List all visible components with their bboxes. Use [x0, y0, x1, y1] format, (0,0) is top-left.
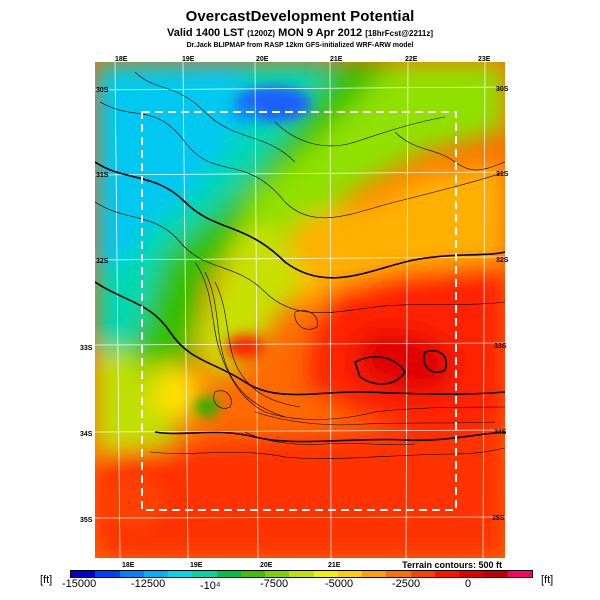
colorbar-label: -10⁴: [200, 580, 221, 592]
map-subtitle: Valid 1400 LST (1200Z) MON 9 Apr 2012 [1…: [0, 27, 600, 39]
colorbar-segment: [143, 571, 169, 577]
lat-tick-right: 34S: [494, 429, 507, 436]
colorbar-label: -7500: [260, 578, 289, 590]
lat-tick-right: 31S: [496, 171, 509, 178]
terrain-contour-note: Terrain contours: 500 ft: [402, 560, 502, 570]
lat-tick-left: 32S: [96, 258, 109, 265]
lat-tick-left: 34S: [80, 431, 93, 438]
lat-tick-right: 35S: [492, 515, 505, 522]
lon-tick-top: 22E: [405, 56, 418, 63]
domain-boundary: [141, 111, 457, 511]
colorbar-label: -12500: [131, 578, 166, 590]
colorbar-segment: [240, 571, 266, 577]
subtitle-forecast: [18hrFcst@2211z]: [365, 29, 434, 38]
subtitle-date: MON 9 Apr 2012: [278, 27, 363, 39]
lon-tick-top: 18E: [115, 56, 128, 63]
colorbar-segment: [434, 571, 460, 577]
colorbar: [70, 570, 533, 578]
lon-tick-bottom: 18E: [122, 562, 135, 569]
lon-tick-bottom: 19E: [190, 562, 203, 569]
colorbar-segment: [119, 571, 144, 577]
lon-tick-top: 20E: [256, 56, 269, 63]
colorbar-segment: [483, 571, 508, 577]
colorbar-segment: [507, 571, 533, 577]
colorbar-unit-right: [ft]: [541, 574, 554, 586]
colorbar-label: 0: [465, 578, 472, 590]
colorbar-label: -2500: [392, 578, 421, 590]
colorbar-segment: [337, 571, 363, 577]
lat-tick-left: 30S: [96, 87, 109, 94]
colorbar-segment: [410, 571, 435, 577]
map-title: OvercastDevelopment Potential: [185, 8, 415, 25]
colorbar-segment: [71, 571, 96, 577]
forecast-map: [95, 62, 505, 558]
lon-tick-top: 21E: [330, 56, 343, 63]
colorbar-segment: [386, 571, 411, 577]
lat-tick-left: 35S: [80, 517, 93, 524]
subtitle-valid: Valid 1400 LST: [166, 27, 245, 39]
lat-tick-right: 33S: [494, 343, 507, 350]
colorbar-segment: [362, 571, 387, 577]
colorbar-segment: [216, 571, 241, 577]
colorbar-segment: [289, 571, 314, 577]
lon-tick-bottom: 21E: [328, 562, 341, 569]
lat-tick-right: 32S: [496, 257, 509, 264]
lon-tick-top: 19E: [182, 56, 195, 63]
lat-tick-left: 31S: [96, 172, 109, 179]
lat-tick-left: 33S: [80, 345, 93, 352]
colorbar-segment: [265, 571, 290, 577]
lon-tick-bottom: 20E: [260, 562, 273, 569]
colorbar-label: -15000: [62, 578, 97, 590]
latlon-grid: [95, 62, 505, 558]
colorbar-segment: [192, 571, 217, 577]
subtitle-utc: (1200Z): [247, 29, 276, 38]
map-credit: Dr.Jack BLIPMAP from RASP 12km GFS-initi…: [186, 42, 414, 49]
field-shading: [95, 62, 505, 558]
colorbar-segment: [313, 571, 338, 577]
colorbar-label: -5000: [325, 578, 354, 590]
colorbar-segment: [95, 571, 120, 577]
colorbar-segment: [459, 571, 484, 577]
colorbar-segment: [168, 571, 193, 577]
lat-tick-right: 30S: [496, 86, 509, 93]
lon-tick-top: 23E: [478, 56, 491, 63]
colorbar-unit-left: [ft]: [40, 574, 53, 586]
